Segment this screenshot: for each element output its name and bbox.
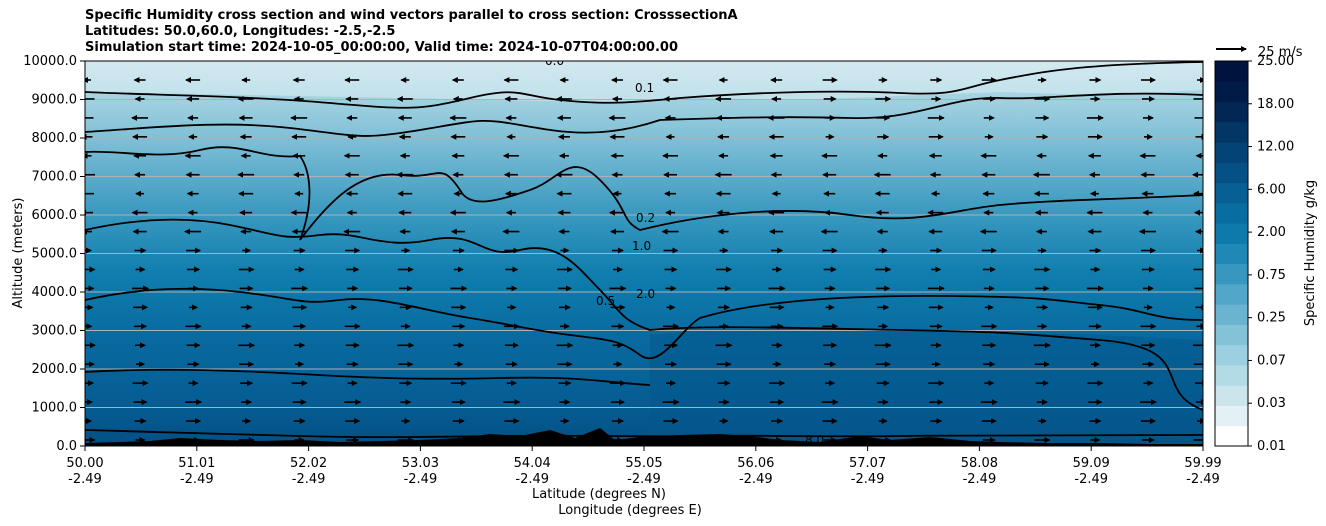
x-tick-label-lat: 53.03 bbox=[402, 456, 439, 471]
colorbar-segment bbox=[1215, 304, 1248, 325]
y-tick-label: 8000.0 bbox=[32, 131, 78, 146]
contour-label-0-2: 0.2 bbox=[636, 211, 655, 225]
moist-region bbox=[650, 328, 1203, 446]
colorbar-segment bbox=[1215, 223, 1248, 244]
quiver-key: 25 m/s bbox=[1216, 45, 1303, 60]
colorbar-segment bbox=[1215, 202, 1248, 224]
colorbar-tick-label: 12.00 bbox=[1257, 140, 1294, 155]
x-tick-label-lon: -2.49 bbox=[627, 472, 661, 487]
y-tick-label: 2000.0 bbox=[32, 362, 78, 377]
contour-line-2-0 bbox=[85, 368, 651, 386]
colorbar-segment bbox=[1215, 344, 1248, 366]
x-tick-label-lat: 57.07 bbox=[849, 456, 886, 471]
y-tick-label: 4000.0 bbox=[32, 285, 78, 300]
quiver-key-label: 25 m/s bbox=[1258, 45, 1303, 60]
colorbar-tick-label: 18.00 bbox=[1257, 97, 1294, 112]
colorbar-segment bbox=[1215, 263, 1248, 285]
chart-title-line-1: Specific Humidity cross section and wind… bbox=[85, 8, 738, 23]
y-tick-label: 10000.0 bbox=[23, 54, 77, 69]
contour-label-upper: 0.0 bbox=[545, 54, 564, 68]
colorbar-segment bbox=[1215, 364, 1248, 386]
x-tick-label-lat: 50.00 bbox=[66, 456, 103, 471]
y-tick-label: 3000.0 bbox=[32, 324, 78, 339]
contour-line-0-5 bbox=[85, 218, 1203, 411]
y-tick-label: 5000.0 bbox=[32, 247, 78, 262]
colorbar-segment bbox=[1215, 182, 1248, 204]
y-tick-label: 9000.0 bbox=[32, 93, 78, 108]
x-tick-label-lon: -2.49 bbox=[292, 472, 326, 487]
x-tick-label-lat: 51.01 bbox=[178, 456, 215, 471]
terrain bbox=[85, 428, 1203, 446]
x-tick-label-lat: 58.08 bbox=[961, 456, 998, 471]
contour-label-group: 0.0 0.1 0.2 0.5 1.0 2.0 8.0 bbox=[545, 54, 824, 446]
colorbar-segment bbox=[1215, 61, 1248, 82]
colorbar-segment bbox=[1215, 425, 1248, 447]
colorbar-tick-label: 0.07 bbox=[1257, 353, 1286, 368]
x-tick-label-lat: 59.99 bbox=[1184, 456, 1221, 471]
y-tick-label: 1000.0 bbox=[32, 401, 78, 416]
colorbar-tick-label: 0.75 bbox=[1257, 268, 1286, 283]
colorbar-frame bbox=[1214, 60, 1249, 447]
x-tick-label-lon: -2.49 bbox=[180, 472, 214, 487]
x-tick-label-lat: 55.05 bbox=[625, 456, 662, 471]
x-tick-label-lat: 52.02 bbox=[290, 456, 327, 471]
colorbar-segment bbox=[1215, 101, 1248, 123]
x-tick-label-lon: -2.49 bbox=[739, 472, 773, 487]
x-tick-label-lon: -2.49 bbox=[515, 472, 549, 487]
colorbar-segment bbox=[1215, 121, 1248, 143]
colorbar-segment bbox=[1215, 81, 1248, 103]
x-tick-label-lon: -2.49 bbox=[1074, 472, 1108, 487]
colorbar-segment bbox=[1215, 283, 1248, 305]
contour-line-0-1 bbox=[85, 92, 1203, 137]
colorbar-tick-label: 0.25 bbox=[1257, 311, 1286, 326]
x-tick-label-lat: 56.06 bbox=[737, 456, 774, 471]
x-tick-label-lon: -2.49 bbox=[851, 472, 885, 487]
colorbar-tick-label: 2.00 bbox=[1257, 225, 1286, 240]
colorbar-segment bbox=[1215, 324, 1248, 346]
y-axis-label: Altitude (meters) bbox=[11, 198, 26, 309]
x-tick-label-lon: -2.49 bbox=[1186, 472, 1220, 487]
contour-label-1-0: 1.0 bbox=[632, 239, 651, 253]
chart-title-line-3: Simulation start time: 2024-10-05_00:00:… bbox=[85, 40, 678, 55]
x-tick-label-lon: -2.49 bbox=[404, 472, 438, 487]
chart-title-line-2: Latitudes: 50.0,60.0, Longitudes: -2.5,-… bbox=[85, 24, 396, 39]
colorbar: 0.01 0.03 0.07 0.25 0.75 2.00 6.00 12.00 18.00 25… bbox=[1214, 54, 1294, 454]
x-tick-label-lat: 59.09 bbox=[1073, 456, 1110, 471]
colorbar-segment bbox=[1215, 385, 1248, 406]
colorbar-tick-label: 25.00 bbox=[1257, 54, 1294, 69]
colorbar-tick-label: 0.03 bbox=[1257, 396, 1286, 411]
x-axis-label-longitude: Longitude (degrees E) bbox=[558, 503, 702, 518]
colorbar-label: Specific Humidity g/kg bbox=[1303, 180, 1318, 326]
x-axis-label-latitude: Latitude (degrees N) bbox=[532, 487, 666, 502]
contour-line-upper bbox=[85, 61, 1203, 109]
colorbar-segment bbox=[1215, 405, 1248, 427]
y-axis: 0.0 1000.0 2000.0 3000.0 4000.0 5000.0 6000.0 7… bbox=[23, 54, 85, 454]
colorbar-segment bbox=[1215, 142, 1248, 163]
colorbar-segment bbox=[1215, 162, 1248, 184]
contour-line-8-0 bbox=[85, 429, 1203, 439]
x-tick-label-lon: -2.49 bbox=[963, 472, 997, 487]
contour-label-2-0: 2.0 bbox=[636, 287, 655, 301]
x-axis: 50.00-2.4951.01-2.4952.02-2.4953.03-2.49… bbox=[66, 446, 1222, 487]
grid-lines bbox=[85, 99, 1203, 408]
y-tick-label: 0.0 bbox=[56, 439, 77, 454]
x-tick-label-lon: -2.49 bbox=[68, 472, 102, 487]
y-tick-label: 6000.0 bbox=[32, 208, 78, 223]
colorbar-segment bbox=[1215, 243, 1248, 265]
colorbar-tick-label: 0.01 bbox=[1257, 439, 1286, 454]
colorbar-tick-label: 6.00 bbox=[1257, 182, 1286, 197]
y-tick-label: 7000.0 bbox=[32, 170, 78, 185]
contour-label-0-5: 0.5 bbox=[596, 294, 615, 308]
x-tick-label-lat: 54.04 bbox=[514, 456, 551, 471]
dry-region-top bbox=[85, 61, 1203, 102]
contour-label-0-1: 0.1 bbox=[635, 81, 654, 95]
